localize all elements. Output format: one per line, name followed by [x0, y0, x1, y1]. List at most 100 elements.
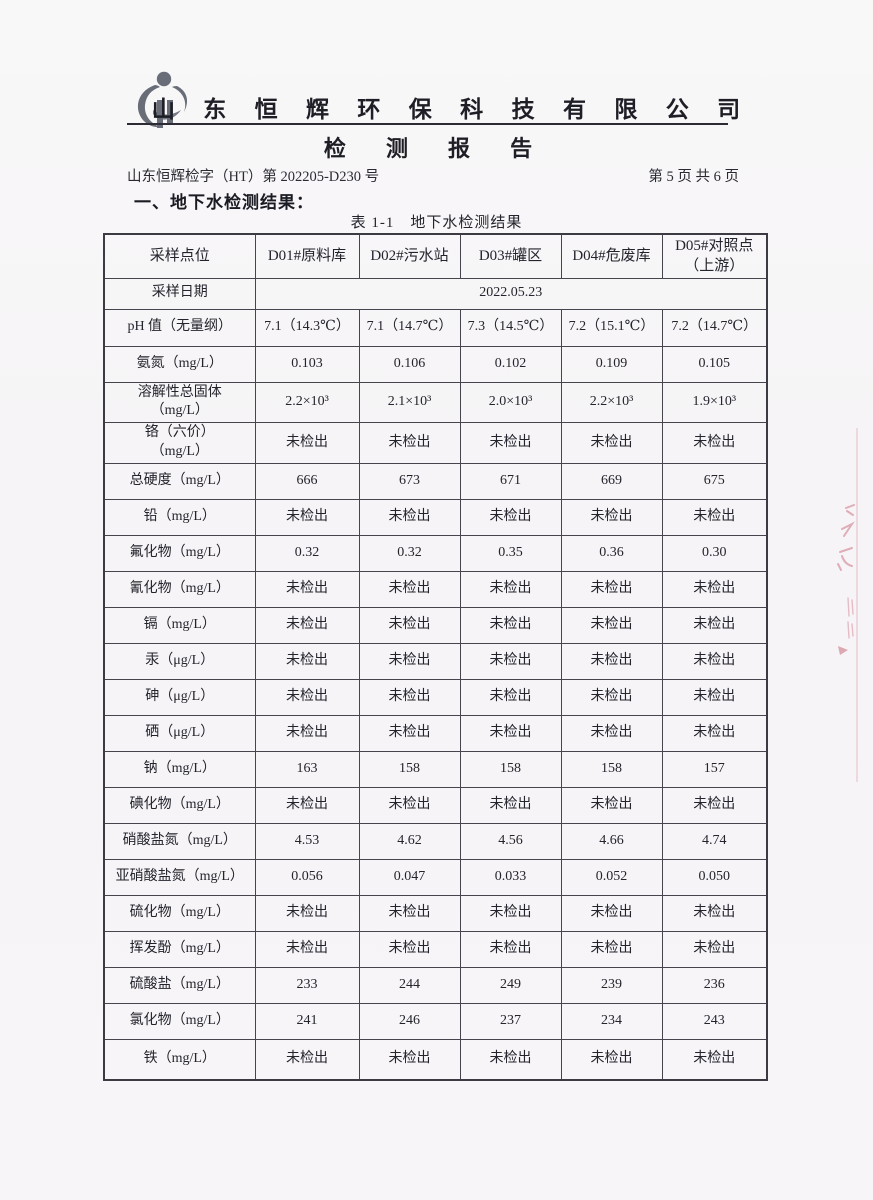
reference-row: 山东恒辉检字（HT）第 202205-D230 号 第 5 页 共 6 页 — [127, 165, 739, 186]
value-cell: 7.1（14.7℃） — [358, 308, 461, 347]
value-cell: 237 — [459, 1003, 562, 1041]
value-cell: 未检出 — [560, 499, 663, 537]
value-cell: 未检出 — [358, 787, 461, 825]
parameter-label: 挥发酚（mg/L） — [103, 931, 256, 969]
value-cell: 0.109 — [560, 345, 663, 383]
value-cell: 未检出 — [459, 643, 562, 681]
value-cell: 4.53 — [254, 823, 360, 861]
results-tbody: pH 值（无量纲） 7.1（14.3℃） 7.1（14.7℃） 7.3（14.5℃） 7… — [103, 308, 768, 1081]
table-row: 铅（mg/L） 未检出 未检出 未检出 未检出 未检出 — [103, 499, 768, 537]
table-row: 碘化物（mg/L） 未检出 未检出 未检出 未检出 未检出 — [103, 787, 768, 825]
value-cell: 0.32 — [254, 535, 360, 573]
value-cell: 4.62 — [358, 823, 461, 861]
value-cell: 未检出 — [459, 787, 562, 825]
value-cell: 246 — [358, 1003, 461, 1041]
value-cell: 未检出 — [661, 895, 768, 933]
value-cell: 673 — [358, 463, 461, 501]
value-cell: 7.2（15.1℃） — [560, 308, 663, 347]
table-row: 钠（mg/L） 163 158 158 158 157 — [103, 751, 768, 789]
value-cell: 2.2×10³ — [254, 381, 360, 424]
value-cell: 7.1（14.3℃） — [254, 308, 360, 347]
value-cell: 未检出 — [661, 643, 768, 681]
parameter-label: 亚硝酸盐氮（mg/L） — [103, 859, 256, 897]
parameter-label: 硝酸盐氮（mg/L） — [103, 823, 256, 861]
value-cell: 0.36 — [560, 535, 663, 573]
value-cell: 未检出 — [459, 499, 562, 537]
value-cell: 未检出 — [661, 571, 768, 609]
value-cell: 4.66 — [560, 823, 663, 861]
value-cell: 未检出 — [459, 571, 562, 609]
value-cell: 236 — [661, 967, 768, 1005]
value-cell: 未检出 — [661, 787, 768, 825]
value-cell: 0.30 — [661, 535, 768, 573]
table-row: 氯化物（mg/L） 241 246 237 234 243 — [103, 1003, 768, 1041]
value-cell: 未检出 — [560, 715, 663, 753]
parameter-label: pH 值（无量纲） — [103, 308, 256, 347]
value-cell: 2.0×10³ — [459, 381, 562, 424]
value-cell: 163 — [254, 751, 360, 789]
value-cell: 未检出 — [560, 787, 663, 825]
column-header: D01#原料库 — [254, 233, 360, 279]
value-cell: 未检出 — [254, 422, 360, 465]
value-cell: 0.033 — [459, 859, 562, 897]
table-row: 总硬度（mg/L） 666 673 671 669 675 — [103, 463, 768, 501]
table-row: 氨氮（mg/L） 0.103 0.106 0.102 0.109 0.105 — [103, 345, 768, 383]
value-cell: 未检出 — [661, 499, 768, 537]
value-cell: 未检出 — [358, 931, 461, 969]
value-cell: 0.35 — [459, 535, 562, 573]
value-cell: 未检出 — [661, 607, 768, 645]
parameter-label: 溶解性总固体 （mg/L） — [103, 381, 256, 424]
value-cell: 0.050 — [661, 859, 768, 897]
value-cell: 未检出 — [661, 931, 768, 969]
value-cell: 未检出 — [254, 715, 360, 753]
value-cell: 未检出 — [358, 895, 461, 933]
column-header: D02#污水站 — [358, 233, 461, 279]
table-caption: 表 1-1 地下水检测结果 — [350, 215, 523, 231]
value-cell: 0.056 — [254, 859, 360, 897]
parameter-label: 氨氮（mg/L） — [103, 345, 256, 383]
value-cell: 未检出 — [560, 931, 663, 969]
value-cell: 未检出 — [358, 1039, 461, 1081]
value-cell: 671 — [459, 463, 562, 501]
value-cell: 未检出 — [459, 895, 562, 933]
value-cell: 241 — [254, 1003, 360, 1041]
section-heading: 一、地下水检测结果： — [134, 193, 314, 212]
value-cell: 未检出 — [358, 571, 461, 609]
table-row: pH 值（无量纲） 7.1（14.3℃） 7.1（14.7℃） 7.3（14.5℃） 7… — [103, 308, 768, 347]
value-cell: 未检出 — [560, 895, 663, 933]
company-logo-icon — [131, 70, 193, 138]
value-cell: 未检出 — [459, 679, 562, 717]
table-header-row: 采样点位 D01#原料库 D02#污水站 D03#罐区 D04#危废库 D05#… — [103, 233, 768, 279]
value-cell: 669 — [560, 463, 663, 501]
value-cell: 未检出 — [560, 607, 663, 645]
value-cell: 234 — [560, 1003, 663, 1041]
value-cell: 未检出 — [560, 1039, 663, 1081]
parameter-label: 氟化物（mg/L） — [103, 535, 256, 573]
value-cell: 243 — [661, 1003, 768, 1041]
value-cell: 未检出 — [560, 422, 663, 465]
parameter-label: 钠（mg/L） — [103, 751, 256, 789]
value-cell: 未检出 — [254, 1039, 360, 1081]
table-row: 硫酸盐（mg/L） 233 244 249 239 236 — [103, 967, 768, 1005]
value-cell: 7.2（14.7℃） — [661, 308, 768, 347]
value-cell: 未检出 — [254, 787, 360, 825]
table-row: 亚硝酸盐氮（mg/L） 0.056 0.047 0.033 0.052 0.050 — [103, 859, 768, 897]
value-cell: 233 — [254, 967, 360, 1005]
parameter-label: 硒（μg/L） — [103, 715, 256, 753]
column-header: 采样点位 — [103, 233, 256, 279]
value-cell: 未检出 — [254, 571, 360, 609]
value-cell: 158 — [459, 751, 562, 789]
value-cell: 0.103 — [254, 345, 360, 383]
parameter-label: 氰化物（mg/L） — [103, 571, 256, 609]
report-number: 山东恒辉检字（HT）第 202205-D230 号 — [127, 169, 380, 185]
value-cell: 158 — [358, 751, 461, 789]
value-cell: 未检出 — [358, 607, 461, 645]
page-indicator: 第 5 页 共 6 页 — [648, 169, 739, 185]
value-cell: 未检出 — [459, 1039, 562, 1081]
report-title: 检 测 报 告 — [323, 136, 550, 161]
table-row: 氰化物（mg/L） 未检出 未检出 未检出 未检出 未检出 — [103, 571, 768, 609]
header-rule — [127, 123, 728, 125]
parameter-label: 汞（μg/L） — [103, 643, 256, 681]
table-row: 硝酸盐氮（mg/L） 4.53 4.62 4.56 4.66 4.74 — [103, 823, 768, 861]
table-row: 镉（mg/L） 未检出 未检出 未检出 未检出 未检出 — [103, 607, 768, 645]
